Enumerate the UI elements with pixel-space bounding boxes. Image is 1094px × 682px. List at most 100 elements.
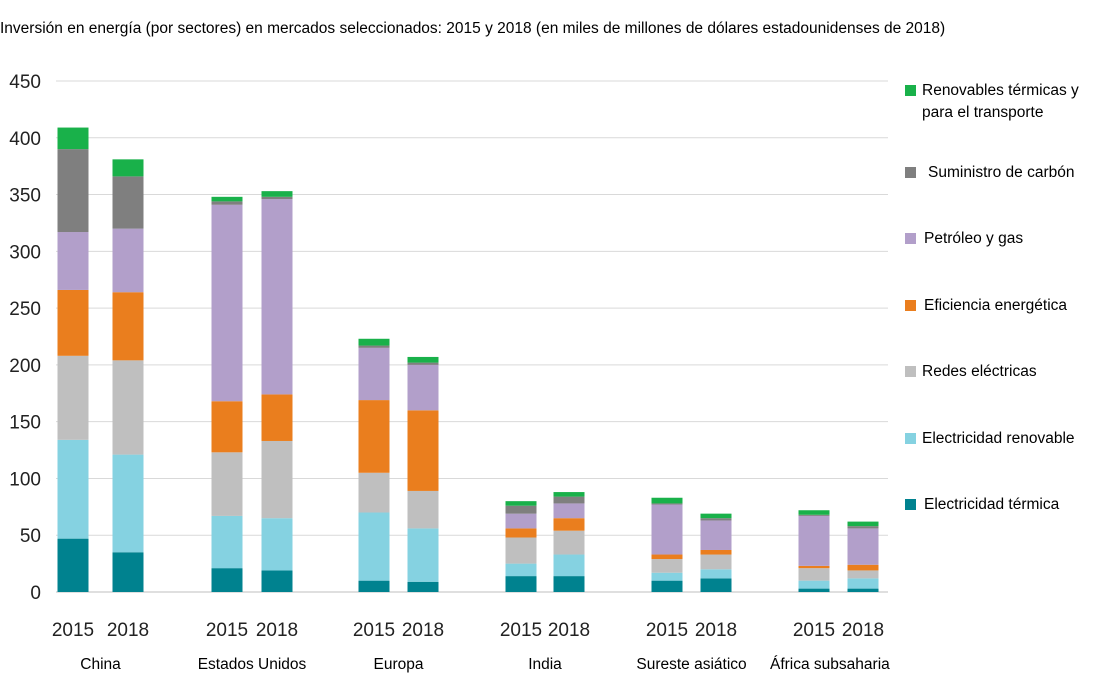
y-tick-label: 250 — [9, 299, 41, 320]
group-label: Europa — [374, 656, 424, 673]
bar-segment — [261, 199, 293, 395]
bar-segment — [798, 510, 830, 515]
stacked-bar-chart: 0 50 100 150 200 250 300 350 400 450 2015 2018 Chin… — [9, 72, 890, 673]
bar-segment — [553, 492, 585, 497]
bar-segment — [57, 149, 89, 233]
bar-segment — [407, 490, 439, 529]
y-tick-label: 0 — [30, 583, 41, 604]
bar-segment — [505, 537, 537, 564]
bar-segment — [505, 528, 537, 538]
bar-segment — [211, 401, 243, 453]
bar-segment — [112, 159, 144, 177]
bar-segment — [700, 518, 732, 521]
group-label: India — [528, 656, 562, 673]
legend-label: Redes eléctricas — [922, 363, 1037, 380]
bars — [57, 127, 879, 592]
bar-segment — [358, 512, 390, 581]
bar-segment — [407, 356, 439, 363]
year-label: 2018 — [842, 620, 884, 641]
y-tick-label: 200 — [9, 356, 41, 377]
bar-segment — [57, 355, 89, 440]
bar-segment — [700, 569, 732, 579]
legend-item: Electricidad térmica — [905, 494, 1059, 516]
bar-segment — [112, 176, 144, 229]
bar-segment — [358, 338, 390, 346]
bar-segment — [211, 201, 243, 205]
group-label: África subsahariana — [770, 656, 890, 673]
bar-segment — [358, 400, 390, 473]
bar-segment — [261, 518, 293, 571]
bar-segment — [847, 521, 879, 527]
bar-segment — [700, 549, 732, 555]
bar-segment — [112, 292, 144, 361]
bar-segment — [211, 515, 243, 569]
legend-swatch — [905, 366, 916, 377]
bar-segment — [407, 528, 439, 582]
bar-segment — [798, 515, 830, 566]
bar-segment — [57, 127, 89, 150]
x-axis-labels: 2015 2018 China 2015 2018 Estados Unidos 2015 2… — [52, 620, 890, 673]
bar-segment — [358, 345, 390, 348]
legend-item: Redes eléctricas — [905, 361, 1037, 383]
year-label: 2018 — [256, 620, 298, 641]
legend-swatch — [905, 85, 916, 96]
bar-segment — [651, 503, 683, 505]
bar-segment — [553, 496, 585, 504]
bar-segment — [847, 570, 879, 579]
bar-segment — [112, 552, 144, 592]
bar-segment — [57, 439, 89, 539]
bar-segment — [798, 588, 830, 592]
bar-segment — [553, 530, 585, 555]
legend-item: Renovables térmicas y para el transporte — [905, 80, 1094, 124]
year-label: 2018 — [548, 620, 590, 641]
bar-segment — [651, 559, 683, 573]
bar-segment — [847, 528, 879, 565]
bar-segment — [407, 362, 439, 365]
legend-label: Petróleo y gas — [924, 230, 1024, 247]
bar-segment — [112, 228, 144, 293]
legend-item: Eficiencia energética — [905, 295, 1067, 317]
group-label: China — [80, 656, 121, 673]
bar-segment — [505, 576, 537, 592]
bar-segment — [798, 565, 830, 569]
bar-segment — [651, 580, 683, 592]
gridlines — [56, 80, 888, 593]
y-tick-label: 100 — [9, 469, 41, 490]
year-label: 2015 — [353, 620, 395, 641]
legend-item: Suministro de carbón — [905, 162, 1074, 184]
y-tick-label: 300 — [9, 242, 41, 263]
y-axis-ticks: 0 50 100 150 200 250 300 350 400 450 — [9, 72, 41, 604]
bar-segment — [798, 568, 830, 581]
year-label: 2018 — [402, 620, 444, 641]
bar-segment — [407, 410, 439, 491]
bar-segment — [358, 580, 390, 592]
y-tick-label: 50 — [20, 526, 41, 547]
bar-segment — [798, 514, 830, 516]
bar-segment — [261, 570, 293, 592]
legend-label: Renovables térmicas y para el transporte — [922, 82, 1079, 121]
group-label: Estados Unidos — [198, 656, 307, 673]
group-label: Sureste asiático — [636, 656, 746, 673]
year-label: 2015 — [646, 620, 688, 641]
bar-segment — [211, 196, 243, 202]
legend-label: Electricidad térmica — [924, 496, 1060, 513]
bar-segment — [112, 454, 144, 553]
bar-segment — [211, 204, 243, 402]
chart-title: Inversión en energía (por sectores) en m… — [0, 20, 946, 37]
legend-swatch — [905, 300, 916, 311]
bar-segment — [57, 538, 89, 592]
bar-segment — [651, 554, 683, 560]
legend-swatch — [905, 433, 916, 444]
bar-segment — [358, 347, 390, 401]
bar-segment — [553, 554, 585, 577]
bar-segment — [651, 572, 683, 581]
year-label: 2018 — [695, 620, 737, 641]
bar-segment — [407, 364, 439, 411]
legend-swatch — [905, 499, 916, 510]
bar-segment — [700, 554, 732, 570]
bar-segment — [553, 503, 585, 519]
y-tick-label: 450 — [9, 72, 41, 93]
bar-segment — [261, 191, 293, 197]
bar-segment — [553, 518, 585, 531]
bar-segment — [798, 580, 830, 589]
